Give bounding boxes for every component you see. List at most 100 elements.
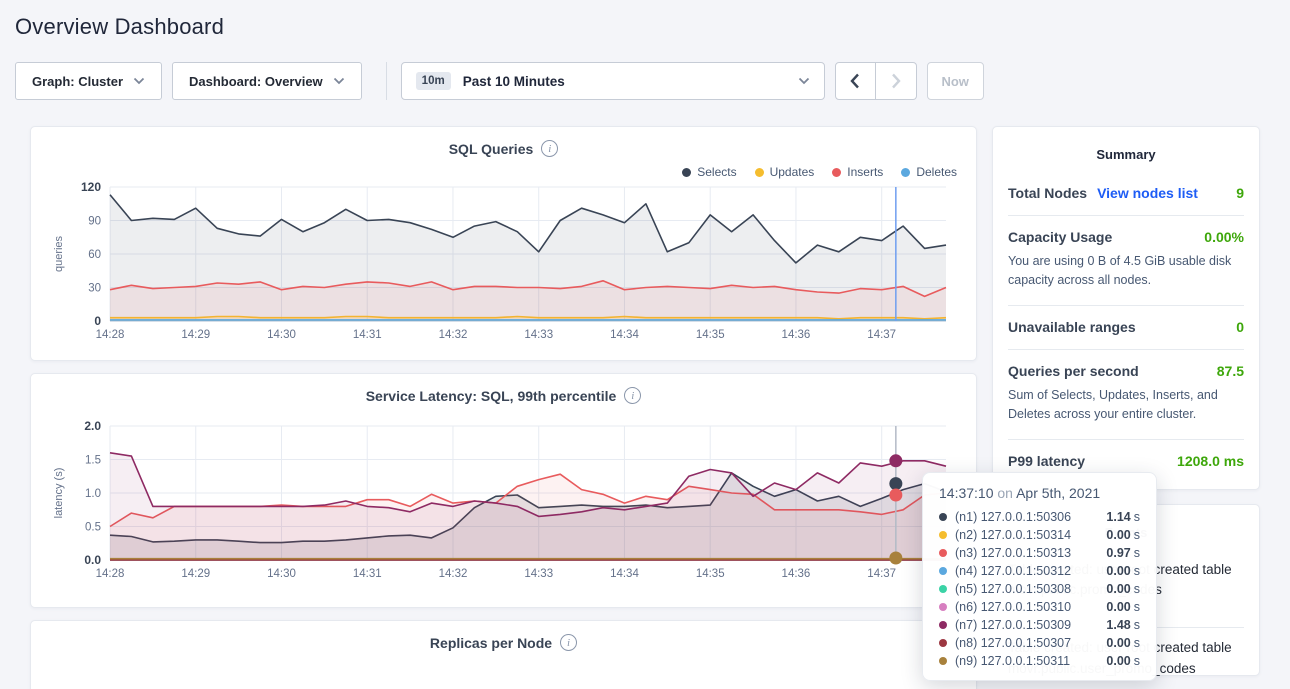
series-dot-icon (939, 639, 947, 647)
summary-value: 0.00% (1204, 229, 1244, 245)
series-dot-icon (939, 585, 947, 593)
chart-title-sql-queries: SQL Queries (449, 141, 534, 157)
svg-text:14:32: 14:32 (439, 329, 468, 341)
svg-text:60: 60 (88, 249, 101, 261)
tooltip-row: (n3) 127.0.0.1:503130.97s (939, 544, 1140, 562)
summary-label: Queries per second (1008, 363, 1139, 379)
svg-text:14:37: 14:37 (867, 568, 896, 580)
info-icon[interactable]: i (541, 140, 558, 157)
tooltip-row: (n5) 127.0.0.1:503080.00s (939, 580, 1140, 598)
svg-text:14:37: 14:37 (867, 329, 896, 341)
summary-value: 0 (1236, 319, 1244, 335)
sql-queries-chart-area[interactable]: 14:2814:2914:3014:3114:3214:3314:3414:35… (46, 181, 961, 349)
series-dot-icon (939, 621, 947, 629)
summary-row-total-nodes: Total Nodes View nodes list 9 (1008, 172, 1244, 216)
summary-value: 9 (1236, 185, 1244, 201)
tooltip-rows: (n1) 127.0.0.1:503061.14s(n2) 127.0.0.1:… (939, 508, 1140, 670)
tooltip-row: (n8) 127.0.0.1:503070.00s (939, 634, 1140, 652)
info-icon[interactable]: i (560, 634, 577, 651)
svg-text:queries: queries (53, 235, 65, 272)
svg-text:1.0: 1.0 (85, 488, 101, 500)
time-range-selector[interactable]: 10m Past 10 Minutes (401, 62, 825, 100)
legend-item: Inserts (832, 163, 883, 181)
service-latency-chart-area[interactable]: 14:2814:2914:3014:3114:3214:3314:3414:35… (46, 420, 961, 588)
series-dot-icon (939, 657, 947, 665)
summary-label: P99 latency (1008, 453, 1085, 469)
charts-column: SQL Queries i Selects Updates Inserts Delet… (30, 126, 977, 689)
svg-text:14:36: 14:36 (782, 568, 811, 580)
svg-text:14:30: 14:30 (267, 568, 296, 580)
legend-dot-icon (682, 168, 691, 177)
legend-dot-icon (755, 168, 764, 177)
series-dot-icon (939, 549, 947, 557)
series-dot-icon (939, 603, 947, 611)
series-dot-icon (939, 513, 947, 521)
tooltip-row: (n1) 127.0.0.1:503061.14s (939, 508, 1140, 526)
tooltip-row: (n4) 127.0.0.1:503120.00s (939, 562, 1140, 580)
time-forward-button[interactable] (876, 62, 917, 100)
summary-row-unavailable-ranges: Unavailable ranges 0 (1008, 306, 1244, 350)
chevron-down-icon (798, 77, 810, 85)
svg-text:14:35: 14:35 (696, 568, 725, 580)
sql-queries-chart-card: SQL Queries i Selects Updates Inserts Delet… (30, 126, 977, 361)
series-dot-icon (939, 567, 947, 575)
dashboard-dropdown[interactable]: Dashboard: Overview (172, 62, 362, 100)
legend-item: Selects (682, 163, 736, 181)
legend-dot-icon (832, 168, 841, 177)
svg-text:0: 0 (94, 314, 101, 328)
svg-text:30: 30 (88, 283, 101, 295)
summary-description: You are using 0 B of 4.5 GiB usable disk… (1008, 252, 1244, 291)
replicas-per-node-chart-card: Replicas per Node i (30, 620, 977, 689)
legend-item: Updates (755, 163, 815, 181)
chevron-down-icon (133, 77, 145, 85)
info-icon[interactable]: i (624, 387, 641, 404)
summary-label: Unavailable ranges (1008, 319, 1136, 335)
svg-text:14:28: 14:28 (96, 329, 125, 341)
graph-dropdown-label: Graph: Cluster (32, 74, 123, 89)
service-latency-chart-card: Service Latency: SQL, 99th percentile i … (30, 373, 977, 608)
tooltip-row: (n2) 127.0.0.1:503140.00s (939, 526, 1140, 544)
svg-text:14:33: 14:33 (524, 568, 553, 580)
chart-title-replicas-per-node: Replicas per Node (430, 635, 552, 651)
svg-text:14:29: 14:29 (181, 329, 210, 341)
chart-hover-tooltip: 14:37:10 on Apr 5th, 2021 (n1) 127.0.0.1… (922, 472, 1157, 681)
summary-value: 87.5 (1217, 363, 1244, 379)
summary-row-capacity-usage: Capacity Usage 0.00% You are using 0 B o… (1008, 216, 1244, 306)
svg-text:0.0: 0.0 (84, 553, 101, 567)
chart-title-service-latency: Service Latency: SQL, 99th percentile (366, 388, 617, 404)
svg-text:14:31: 14:31 (353, 568, 382, 580)
now-button[interactable]: Now (927, 62, 984, 100)
chevron-down-icon (333, 77, 345, 85)
svg-text:0.5: 0.5 (85, 522, 101, 534)
legend-item: Deletes (901, 163, 957, 181)
time-step-buttons (835, 62, 917, 100)
svg-text:90: 90 (88, 216, 101, 228)
toolbar: Graph: Cluster Dashboard: Overview 10m P… (15, 62, 1275, 100)
dashboard-dropdown-label: Dashboard: Overview (189, 74, 323, 89)
summary-row-queries-per-second: Queries per second 87.5 Sum of Selects, … (1008, 350, 1244, 440)
tooltip-row: (n7) 127.0.0.1:503091.48s (939, 616, 1140, 634)
summary-label: Total Nodes (1008, 185, 1087, 201)
svg-text:latency (s): latency (s) (53, 468, 65, 519)
svg-text:14:34: 14:34 (610, 568, 639, 580)
summary-label: Capacity Usage (1008, 229, 1112, 245)
svg-text:14:31: 14:31 (353, 329, 382, 341)
chart-legend: Selects Updates Inserts Deletes (46, 163, 957, 181)
time-range-badge: 10m (416, 72, 451, 90)
svg-text:14:35: 14:35 (696, 329, 725, 341)
graph-dropdown[interactable]: Graph: Cluster (15, 62, 162, 100)
time-back-button[interactable] (835, 62, 876, 100)
summary-value: 1208.0 ms (1177, 453, 1244, 469)
legend-dot-icon (901, 168, 910, 177)
view-nodes-list-link[interactable]: View nodes list (1097, 185, 1198, 201)
svg-text:14:28: 14:28 (96, 568, 125, 580)
toolbar-divider (386, 62, 387, 100)
svg-text:1.5: 1.5 (85, 455, 101, 467)
summary-title: Summary (1008, 141, 1244, 172)
svg-text:14:29: 14:29 (181, 568, 210, 580)
svg-text:14:36: 14:36 (782, 329, 811, 341)
chevron-right-icon (891, 73, 901, 89)
series-dot-icon (939, 531, 947, 539)
svg-text:14:30: 14:30 (267, 329, 296, 341)
summary-description: Sum of Selects, Updates, Inserts, and De… (1008, 386, 1244, 425)
